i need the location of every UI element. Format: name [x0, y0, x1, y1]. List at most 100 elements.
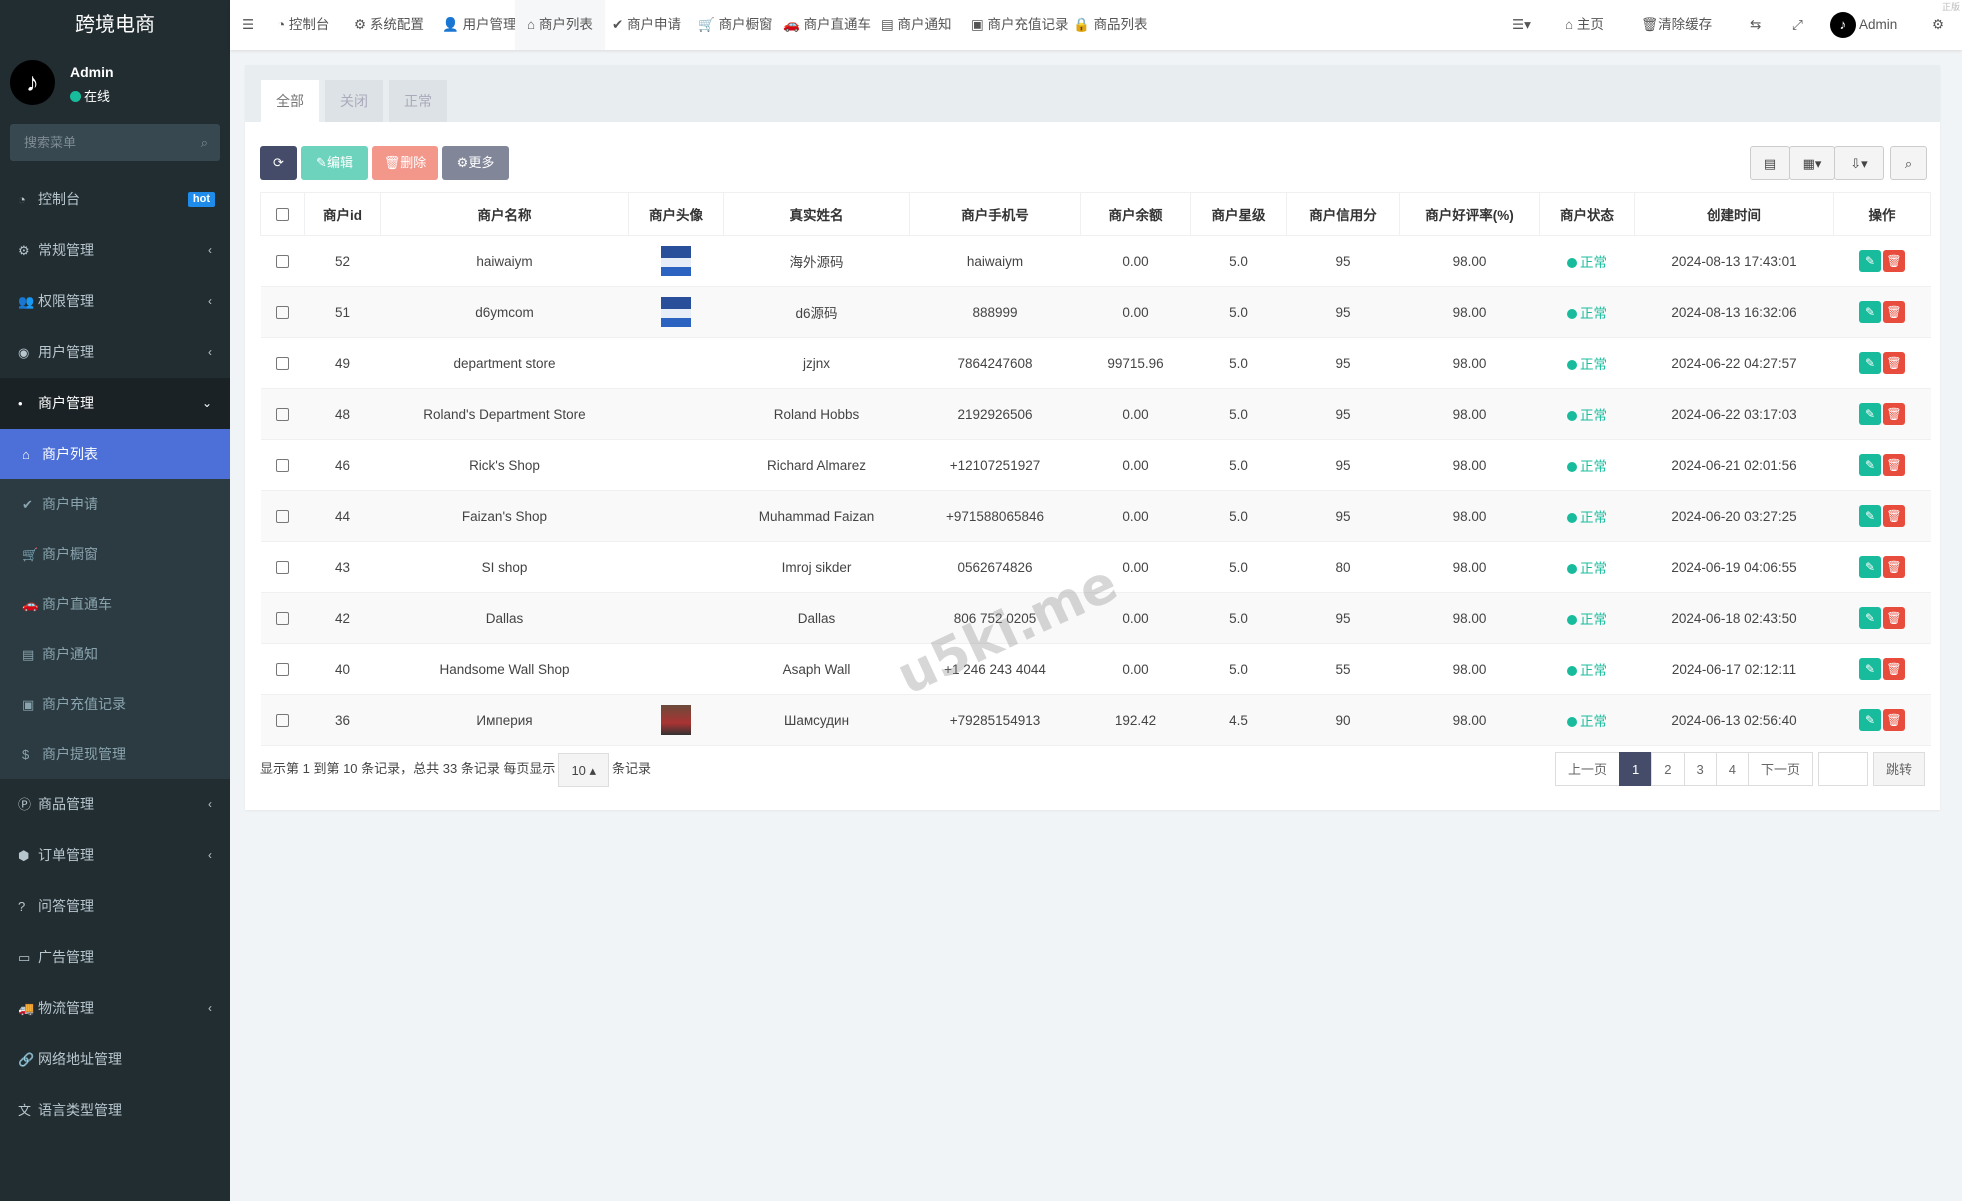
row-checkbox[interactable]	[260, 694, 305, 746]
page-1[interactable]: 1	[1619, 752, 1653, 786]
menu-toggle-icon[interactable]: ☰	[242, 17, 255, 32]
search-icon[interactable]: ⌕	[1890, 146, 1927, 180]
sidebar-item[interactable]: 🚚 物流管理 ‹	[0, 983, 230, 1034]
delete-icon[interactable]: 🗑	[1883, 454, 1905, 476]
settings-icon[interactable]: ⚙	[1932, 17, 1945, 32]
delete-icon[interactable]: 🗑	[1883, 250, 1905, 272]
sidebar-item[interactable]: ◉ 用户管理 ‹	[0, 327, 230, 378]
tab-closed[interactable]: 关闭	[325, 80, 383, 122]
nav-tab[interactable]: 🔒 商品列表	[1061, 0, 1160, 50]
edit-icon[interactable]: ✎	[1859, 403, 1881, 425]
edit-icon[interactable]: ✎	[1859, 454, 1881, 476]
sidebar-item[interactable]: • 商户管理 ⌄	[0, 378, 230, 429]
sidebar-item[interactable]: ◔ 控制台 hot	[0, 174, 230, 225]
edit-icon[interactable]: ✎	[1859, 556, 1881, 578]
delete-icon[interactable]: 🗑	[1883, 403, 1905, 425]
next-page-button[interactable]: 下一页	[1747, 752, 1813, 786]
nav-tab[interactable]: ▣ 商户充值记录	[959, 0, 1081, 50]
sidebar-item[interactable]: ▣ 商户充值记录	[0, 679, 230, 729]
row-checkbox[interactable]	[260, 592, 305, 644]
clear-cache-button[interactable]: 🗑清除缓存	[1629, 0, 1724, 50]
checkbox[interactable]	[276, 255, 289, 269]
row-checkbox[interactable]	[260, 439, 305, 491]
table-row[interactable]: 51 d6ymcom d6源码 888999 0.00 5.0 95 98.00 正常 2024-…	[260, 286, 1931, 338]
columns-icon[interactable]: ▦▾	[1789, 146, 1835, 180]
more-button[interactable]: ⚙更多	[442, 146, 509, 180]
sidebar-item[interactable]: ⚙ 常规管理 ‹	[0, 225, 230, 276]
column-header[interactable]: 商户信用分	[1286, 192, 1400, 236]
column-header[interactable]: 商户余额	[1080, 192, 1191, 236]
checkbox[interactable]	[276, 612, 289, 626]
delete-icon[interactable]: 🗑	[1883, 556, 1905, 578]
table-row[interactable]: 43 SI shop Imroj sikder 0562674826 0.00 5.0 80…	[260, 541, 1931, 593]
nav-tab[interactable]: ⌂ 商户列表	[515, 0, 605, 50]
nav-tab[interactable]: 🛒 商户橱窗	[686, 0, 785, 50]
edit-button[interactable]: ✎编辑	[301, 146, 368, 180]
table-row[interactable]: 36 Империя Шамсудин +79285154913 192.42 4.5 90…	[260, 694, 1931, 746]
page-2[interactable]: 2	[1651, 752, 1685, 786]
edit-icon[interactable]: ✎	[1859, 250, 1881, 272]
row-checkbox[interactable]	[260, 541, 305, 593]
column-header[interactable]: 商户头像	[628, 192, 724, 236]
table-row[interactable]: 48 Roland's Department Store Roland Hobbs 2…	[260, 388, 1931, 440]
column-header[interactable]: 商户好评率(%)	[1399, 192, 1540, 236]
column-header[interactable]: 商户星级	[1190, 192, 1287, 236]
delete-icon[interactable]: 🗑	[1883, 352, 1905, 374]
delete-icon[interactable]: 🗑	[1883, 301, 1905, 323]
edit-icon[interactable]: ✎	[1859, 505, 1881, 527]
nav-list-dropdown-icon[interactable]: ☰▾	[1512, 17, 1531, 32]
column-header[interactable]: 商户名称	[380, 192, 629, 236]
sidebar-item[interactable]: $ 商户提现管理	[0, 729, 230, 779]
tab-all[interactable]: 全部	[261, 80, 319, 122]
admin-menu[interactable]: ♪ Admin	[1818, 0, 1909, 50]
delete-icon[interactable]: 🗑	[1883, 658, 1905, 680]
checkbox[interactable]	[276, 357, 289, 371]
row-checkbox[interactable]	[260, 388, 305, 440]
translate-icon[interactable]: ⇆	[1750, 17, 1762, 32]
checkbox[interactable]	[276, 306, 289, 320]
nav-tab[interactable]: ◔ 控制台	[265, 0, 341, 50]
nav-tab[interactable]: ⚙ 系统配置	[342, 0, 436, 50]
checkbox[interactable]	[276, 561, 289, 575]
sidebar-item[interactable]: 🛒 商户橱窗	[0, 529, 230, 579]
column-header[interactable]: 商户状态	[1539, 192, 1635, 236]
nav-tab[interactable]: 👤 用户管理	[430, 0, 529, 50]
menu-search-input[interactable]: 搜索菜单 ⌕	[10, 124, 220, 161]
page-size-select[interactable]: 10 ▴	[558, 752, 610, 787]
table-row[interactable]: 40 Handsome Wall Shop Asaph Wall +1 246 243…	[260, 643, 1931, 695]
select-all-checkbox[interactable]	[260, 192, 305, 236]
sidebar-item[interactable]: ⌂ 商户列表	[0, 429, 230, 479]
column-header[interactable]: 商户手机号	[909, 192, 1081, 236]
refresh-button[interactable]: ⟳	[260, 146, 297, 180]
jump-button[interactable]: 跳转	[1872, 752, 1925, 786]
tab-normal[interactable]: 正常	[389, 80, 447, 122]
edit-icon[interactable]: ✎	[1859, 607, 1881, 629]
table-row[interactable]: 46 Rick's Shop Richard Almarez +12107251927…	[260, 439, 1931, 491]
sidebar-item[interactable]: 文语言类型管理	[0, 1085, 230, 1136]
page-4[interactable]: 4	[1715, 752, 1749, 786]
nav-tab[interactable]: 🚗 商户直通车	[771, 0, 883, 50]
table-row[interactable]: 42 Dallas Dallas 806 752 0205 0.00 5.0 95 98.00…	[260, 592, 1931, 644]
row-checkbox[interactable]	[260, 337, 305, 389]
prev-page-button[interactable]: 上一页	[1555, 752, 1621, 786]
nav-tab[interactable]: ✔ 商户申请	[600, 0, 693, 50]
table-row[interactable]: 49 department store jzjnx 7864247608 99715.9…	[260, 337, 1931, 389]
column-header[interactable]: 真实姓名	[723, 192, 910, 236]
edit-icon[interactable]: ✎	[1859, 301, 1881, 323]
delete-button[interactable]: 🗑删除	[372, 146, 438, 180]
table-row[interactable]: 52 haiwaiym 海外源码 haiwaiym 0.00 5.0 95 98.00 正常 20…	[260, 235, 1931, 287]
table-row[interactable]: 44 Faizan's Shop Muhammad Faizan +971588065…	[260, 490, 1931, 542]
row-checkbox[interactable]	[260, 490, 305, 542]
checkbox[interactable]	[276, 663, 289, 677]
fullscreen-icon[interactable]: ⤢	[1792, 17, 1803, 32]
nav-tab[interactable]: ▤ 商户通知	[869, 0, 964, 50]
sidebar-item[interactable]: 🔗 网络地址管理	[0, 1034, 230, 1085]
checkbox[interactable]	[276, 459, 289, 473]
sidebar-item[interactable]: ▤ 商户通知	[0, 629, 230, 679]
column-header[interactable]: 操作	[1833, 192, 1931, 236]
edit-icon[interactable]: ✎	[1859, 658, 1881, 680]
sidebar-item[interactable]: 👥 权限管理 ‹	[0, 276, 230, 327]
toggle-view-icon[interactable]: ▤	[1750, 146, 1790, 180]
row-checkbox[interactable]	[260, 235, 305, 287]
sidebar-item[interactable]: ✔ 商户申请	[0, 479, 230, 529]
